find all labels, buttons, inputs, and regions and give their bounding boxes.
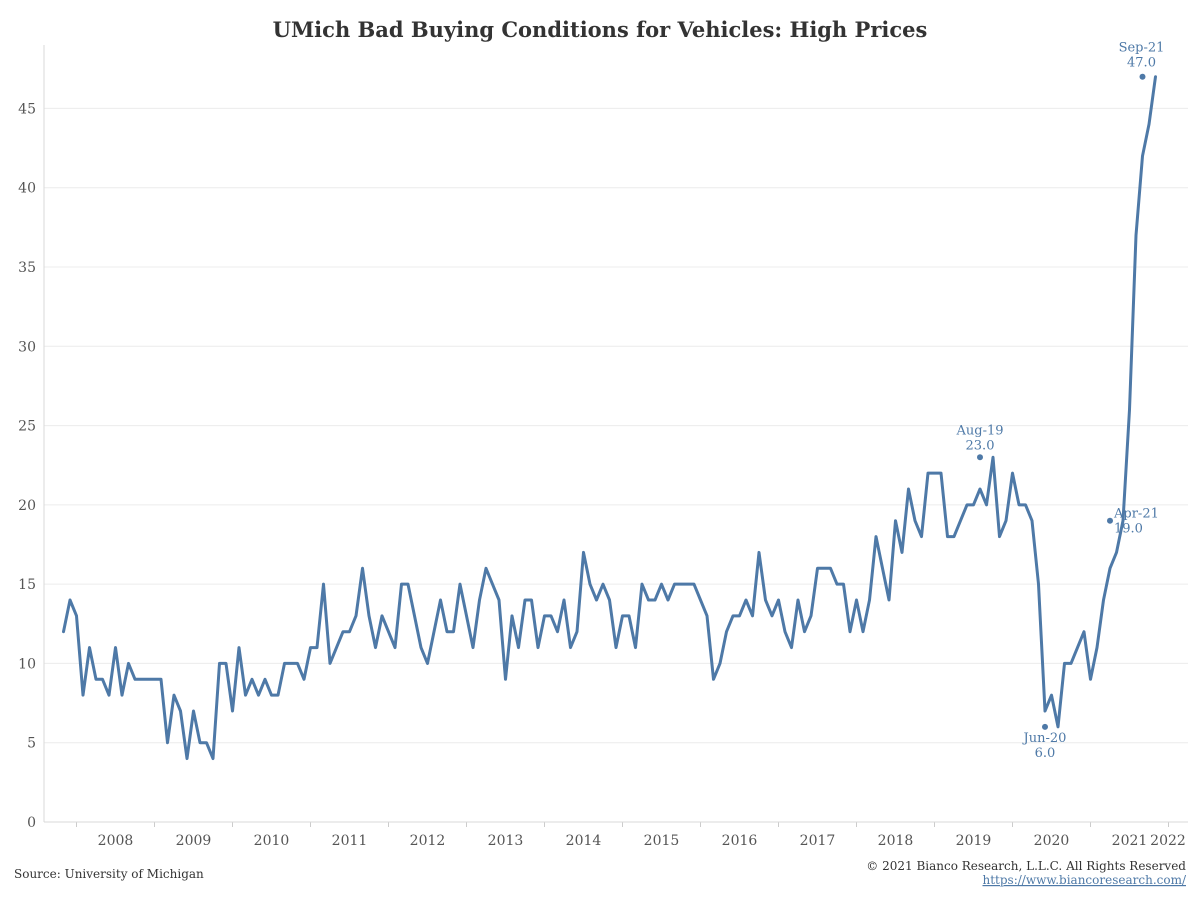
y-tick-label: 45 [18, 101, 36, 117]
x-tick-label: 2020 [1034, 833, 1070, 849]
x-tick-label: 2013 [488, 833, 524, 849]
annotation-point [977, 454, 983, 461]
annotation-value-label: 47.0 [1127, 56, 1156, 71]
x-tick-label: 2019 [956, 833, 992, 849]
annotation-date-label: Jun-20 [1022, 731, 1067, 746]
annotation-date-label: Apr-21 [1113, 507, 1159, 522]
axes [43, 45, 1188, 823]
x-tick-label: 2016 [722, 833, 758, 849]
series-line [62, 75, 1157, 761]
copyright-note: © 2021 Bianco Research, L.L.C. All Right… [866, 859, 1186, 873]
x-tick-label: 2009 [176, 833, 212, 849]
annotation-point [1107, 517, 1113, 524]
y-tick-label: 5 [27, 736, 36, 752]
grid-lines [44, 107, 1188, 827]
x-tick-label: 2012 [410, 833, 446, 849]
x-tick-labels: 2008 2009 2010 2011 2012 2013 2014 2015 2016 2017… [98, 833, 1186, 849]
x-tick-label: 2008 [98, 833, 134, 849]
y-tick-label: 25 [18, 419, 36, 435]
y-tick-label: 20 [18, 498, 36, 514]
annotation-value-label: 19.0 [1114, 522, 1143, 537]
x-tick-label: 2015 [644, 833, 680, 849]
x-tick-label: 2018 [878, 833, 914, 849]
y-tick-label: 10 [18, 656, 36, 672]
x-tick-label: 2011 [332, 833, 368, 849]
x-tick-label: 2022 [1150, 833, 1186, 849]
annotation-value-label: 6.0 [1035, 746, 1056, 761]
x-tick-label: 2017 [800, 833, 836, 849]
x-tick-label: 2021 [1112, 833, 1148, 849]
x-tick-label: 2010 [254, 833, 290, 849]
y-tick-label: 40 [18, 181, 36, 197]
annotation-point [1139, 73, 1146, 80]
annotation-date-label: Sep-21 [1119, 41, 1165, 56]
annotation-date-label: Aug-19 [955, 423, 1003, 438]
series [62, 75, 1157, 761]
y-tick-label: 30 [18, 339, 36, 355]
website-link[interactable]: https://www.biancoresearch.com/ [982, 873, 1186, 887]
y-tick-label: 15 [18, 577, 36, 593]
annotation-value-label: 23.0 [966, 438, 995, 453]
y-tick-label: 0 [27, 815, 36, 831]
y-tick-label: 35 [18, 260, 36, 276]
annotation-point [1042, 723, 1048, 730]
chart-title: UMich Bad Buying Conditions for Vehicles… [273, 17, 928, 42]
source-note: Source: University of Michigan [14, 867, 204, 881]
x-tick-label: 2014 [566, 833, 602, 849]
y-tick-labels: 0 5 10 15 20 25 30 35 40 45 [18, 101, 36, 831]
